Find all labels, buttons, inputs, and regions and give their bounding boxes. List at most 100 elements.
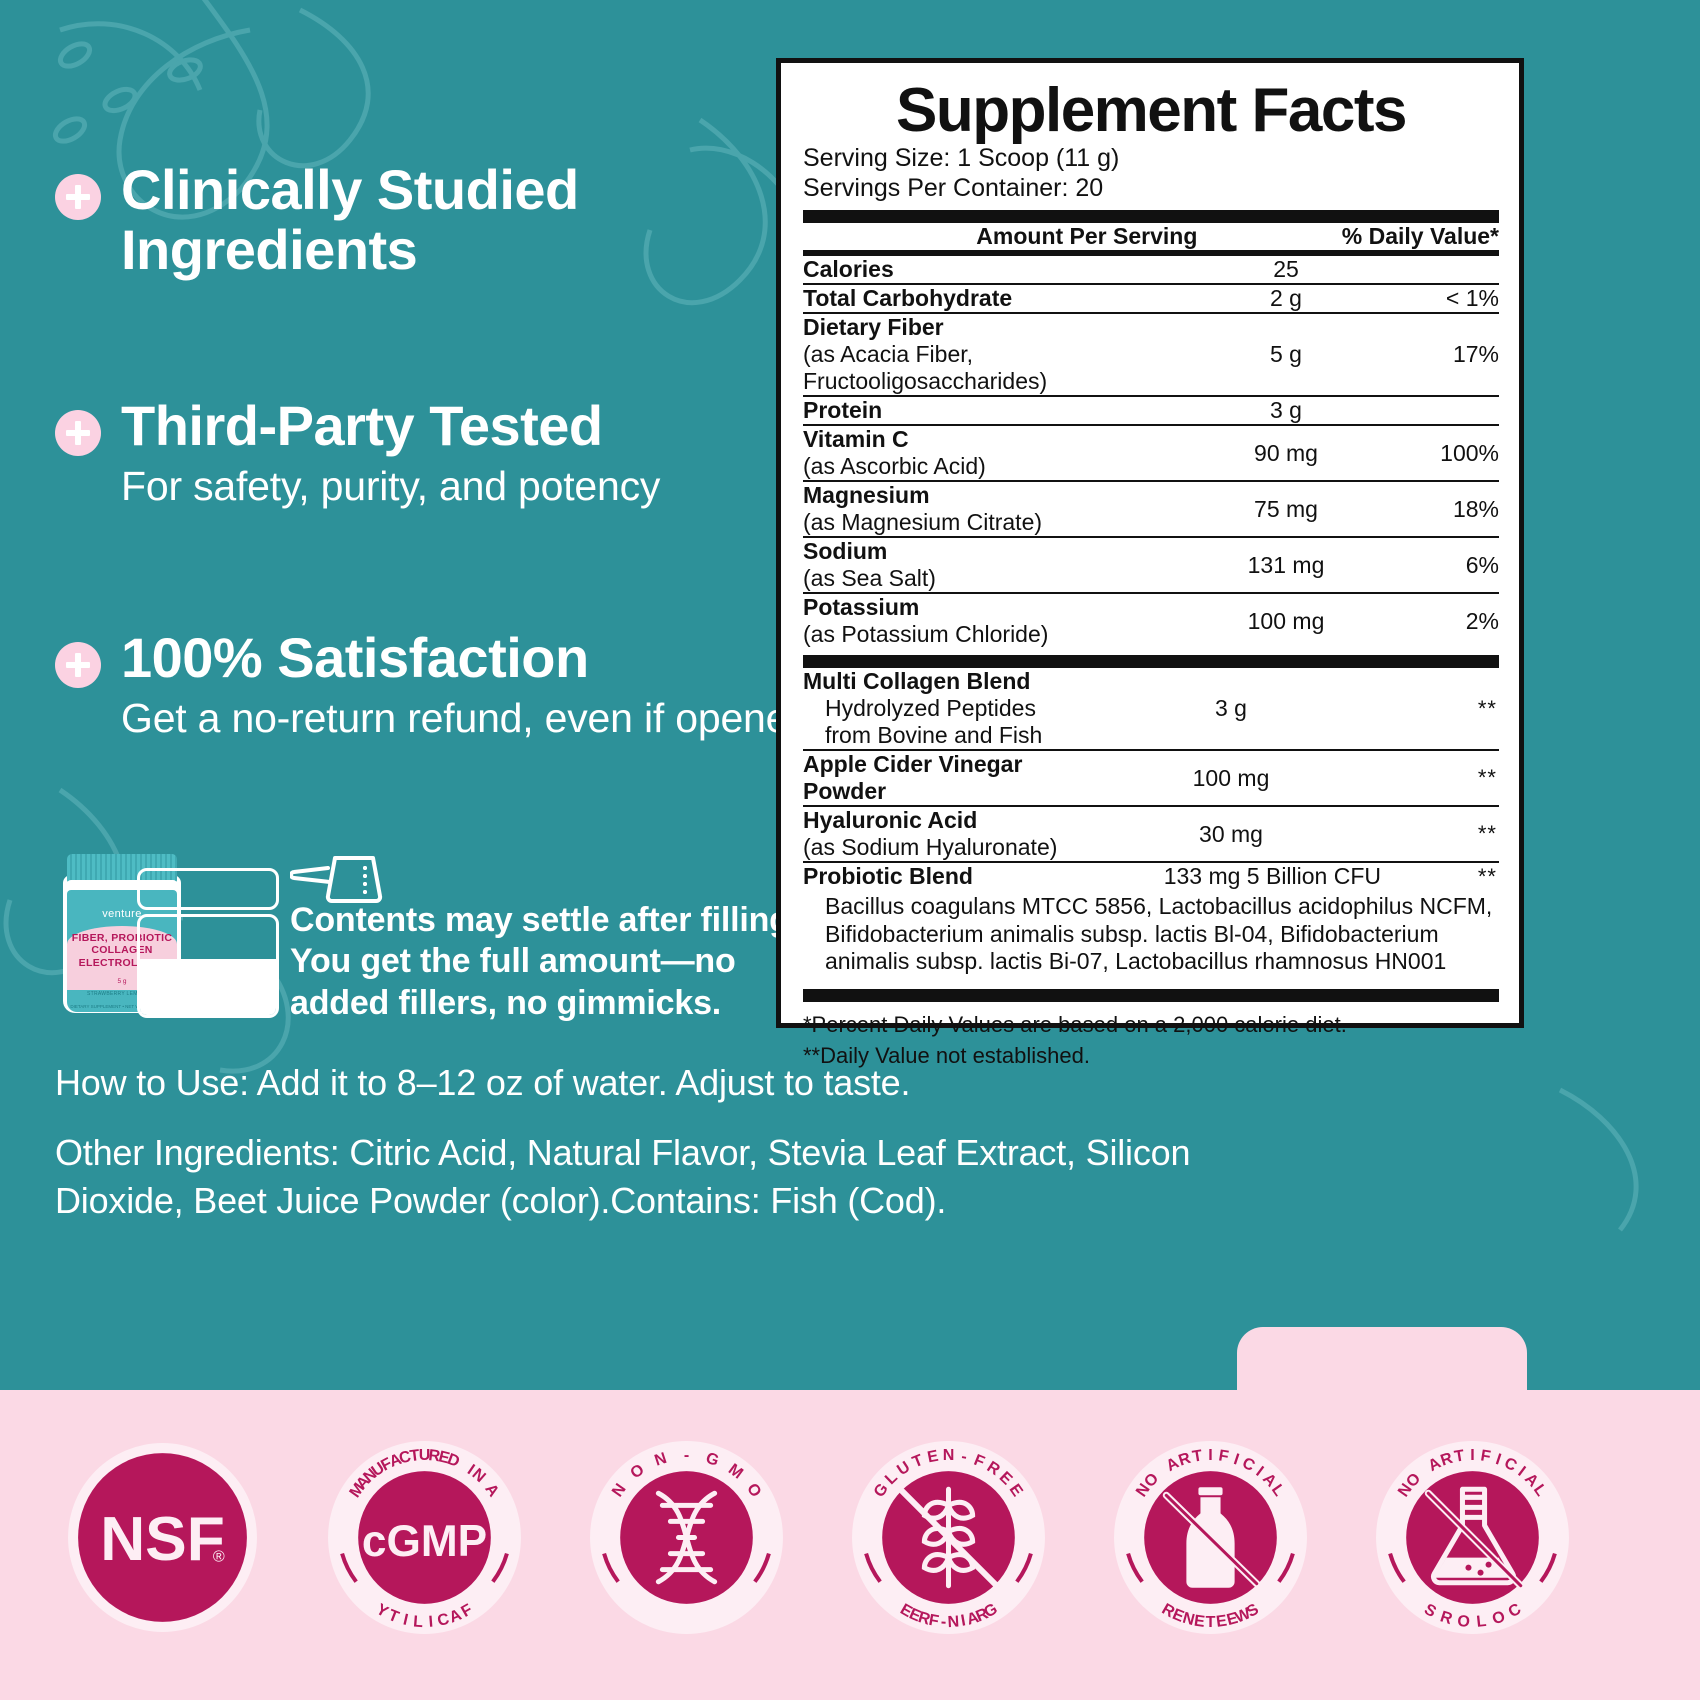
- nutrient-daily-value: < 1%: [1381, 284, 1499, 315]
- nutrient-source: (as Sea Salt): [803, 565, 936, 592]
- table-row: Hyaluronic Acid (as Sodium Hyaluronate) 30…: [803, 806, 1499, 864]
- nsf-badge: NSF ®: [60, 1435, 265, 1640]
- col-header-dv: % Daily Value*: [1341, 223, 1499, 250]
- blend-amount: 100 mg: [1081, 750, 1381, 808]
- jar-stat-fiber: 5 g: [117, 978, 127, 985]
- svg-text:E: E: [1225, 1609, 1240, 1629]
- nutrient-name: Magnesium: [803, 482, 930, 509]
- svg-text:L: L: [413, 1612, 424, 1631]
- table-row: Apple Cider Vinegar Powder 100 mg **: [803, 750, 1499, 808]
- blend-source: (as Sodium Hyaluronate): [803, 834, 1058, 861]
- nutrient-amount: 25: [1191, 256, 1381, 286]
- svg-text:N: N: [943, 1446, 955, 1464]
- table-row: Potassium (as Potassium Chloride) 100 mg 2%: [803, 593, 1499, 648]
- blend-name-cell: Hyaluronic Acid (as Sodium Hyaluronate): [803, 806, 1081, 864]
- svg-text:cGMP: cGMP: [362, 1517, 487, 1566]
- blend-source: Hydrolyzed Peptides from Bovine and Fish: [825, 695, 1043, 749]
- svg-text:-: -: [940, 1613, 946, 1631]
- nutrient-daily-value: 100%: [1381, 425, 1499, 483]
- blend-name: Apple Cider Vinegar Powder: [803, 751, 1023, 805]
- svg-text:T: T: [1453, 1446, 1466, 1465]
- fill-level-outline-top: [137, 868, 279, 910]
- svg-text:G: G: [704, 1449, 722, 1470]
- probiotic-strains-text: Bacillus coagulans MTCC 5856, Lactobacil…: [825, 893, 1493, 975]
- svg-text:F: F: [1217, 1446, 1230, 1465]
- divider-thick-blend: [803, 655, 1499, 669]
- how-to-use-text: How to Use: Add it to 8–12 oz of water. …: [55, 1062, 911, 1103]
- product-jar-image: venture FIBER, PROBIOTIC COLLAGEN ELECTR…: [55, 840, 279, 1020]
- nutrient-amount: 2 g: [1191, 284, 1381, 315]
- table-row: Protein 3 g: [803, 396, 1499, 427]
- footnote-daily-values: *Percent Daily Values are based on a 2,0…: [803, 1012, 1347, 1038]
- blend-name: Probiotic Blend: [803, 863, 973, 890]
- nutrient-name: Calories: [803, 256, 894, 283]
- settle-note-text: Contents may settle after filling. You g…: [290, 901, 799, 1022]
- svg-text:N: N: [1181, 1609, 1197, 1629]
- svg-text:O: O: [1490, 1607, 1507, 1628]
- svg-text:R: R: [916, 1608, 933, 1629]
- supplement-facts-table: Amount Per Serving % Daily Value*: [803, 223, 1499, 250]
- nutrient-amount: 5 g: [1191, 313, 1381, 398]
- blend-rows: Multi Collagen Blend Hydrolyzed Peptides …: [803, 668, 1499, 890]
- blend-daily-value: **: [1381, 806, 1499, 864]
- table-header-row: Amount Per Serving % Daily Value*: [803, 223, 1499, 250]
- nutrient-source: (as Magnesium Citrate): [803, 509, 1043, 536]
- svg-text:L: L: [1476, 1612, 1488, 1631]
- nutrient-amount: 75 mg: [1191, 481, 1381, 539]
- benefit-item-clinically-studied: Clinically Studied Ingredients: [55, 160, 845, 280]
- blend-amount: 3 g: [1081, 668, 1381, 752]
- svg-text:R: R: [428, 1446, 442, 1465]
- plus-circle-icon: [55, 409, 101, 456]
- svg-text:N: N: [652, 1449, 669, 1470]
- benefit-title: 100% Satisfaction: [121, 626, 589, 690]
- settle-note-row: venture FIBER, PROBIOTIC COLLAGEN ELECTR…: [50, 840, 810, 1022]
- nutrient-amount: 100 mg: [1247, 607, 1325, 634]
- nutrient-amount: 90 mg: [1191, 425, 1381, 483]
- fill-level-outline-bottom: [137, 914, 279, 1018]
- svg-text:-: -: [960, 1447, 969, 1466]
- benefits-column: Clinically Studied Ingredients Third-Par…: [55, 150, 845, 743]
- table-row: Vitamin C (as Ascorbic Acid) 90 mg 100%: [803, 425, 1499, 483]
- table-row: Total Carbohydrate 2 g < 1%: [803, 284, 1499, 315]
- svg-text:E: E: [437, 1447, 452, 1467]
- benefit-title: Third-Party Tested: [121, 393, 603, 457]
- svg-text:-: -: [684, 1446, 689, 1464]
- svg-text:NSF: NSF: [100, 1505, 225, 1574]
- benefit-title: Clinically Studied Ingredients: [121, 158, 579, 281]
- benefit-item-satisfaction: 100% Satisfaction: [55, 626, 845, 690]
- nutrient-name-cell: Total Carbohydrate: [803, 284, 1191, 315]
- divider-medium: [803, 250, 1499, 257]
- nutrient-name: Sodium: [803, 538, 888, 565]
- svg-text:E: E: [926, 1447, 940, 1467]
- nutrient-name-cell: Vitamin C (as Ascorbic Acid): [803, 425, 1191, 483]
- svg-text:T: T: [1191, 1446, 1204, 1465]
- svg-text:N: N: [947, 1612, 960, 1631]
- nutrient-name-cell: Calories: [803, 256, 1191, 286]
- jar-brand-text: venture: [102, 908, 142, 920]
- nutrient-daily-value: 17%: [1381, 313, 1499, 398]
- jar-footer-text: DIETARY SUPPLEMENT • NET WT. 7.8 OZ (220…: [70, 1004, 174, 1009]
- svg-text:I: I: [1493, 1450, 1503, 1468]
- svg-text:F: F: [1479, 1446, 1492, 1465]
- blend-daily-value: **: [1381, 750, 1499, 808]
- table-row: Sodium (as Sea Salt) 131 mg 6%: [803, 537, 1499, 595]
- svg-text:C: C: [436, 1610, 452, 1630]
- jar-stats: 5 g: [67, 974, 177, 986]
- svg-text:T: T: [409, 1446, 421, 1465]
- svg-text:E: E: [1215, 1612, 1228, 1631]
- plus-circle-icon: [55, 174, 101, 220]
- table-row: Dietary Fiber (as Acacia Fiber, Fructooli…: [803, 313, 1499, 398]
- nutrient-amount: 131 mg: [1191, 537, 1381, 595]
- supplement-facts-panel: Supplement Facts Serving Size: 1 Scoop (…: [776, 58, 1524, 1068]
- svg-text:E: E: [1193, 1612, 1206, 1631]
- other-ingredients-text: Other Ingredients: Citric Acid, Natural …: [55, 1131, 1191, 1222]
- svg-text:C: C: [397, 1447, 413, 1467]
- nutrient-name: Dietary Fiber: [803, 314, 944, 341]
- benefit-subtitle: For safety, purity, and potency: [121, 462, 661, 509]
- measuring-scoop-icon: [290, 856, 383, 903]
- table-row: Probiotic Blend 133 mg 5 Billion CFU **: [803, 862, 1499, 890]
- svg-text:O: O: [1457, 1612, 1471, 1631]
- svg-text:I: I: [959, 1611, 967, 1630]
